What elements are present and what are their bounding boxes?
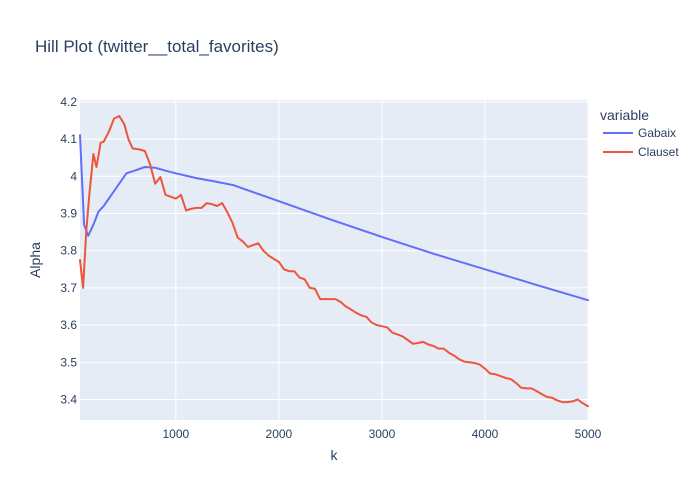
y-tick-label: 4.1 — [60, 132, 77, 146]
legend-label-gabaix: Gabaix — [638, 126, 676, 140]
tick-labels: 3.4 3.5 3.6 3.7 3.8 3.9 4 4.1 4.2 1000 2000 3000 400… — [60, 95, 601, 441]
x-tick-label: 1000 — [162, 427, 189, 441]
y-tick-label: 3.7 — [60, 281, 77, 295]
series-layer — [79, 115, 589, 408]
y-axis-title: Alpha — [27, 242, 43, 278]
y-tick-label: 4 — [70, 169, 77, 183]
y-tick-label: 3.5 — [60, 355, 77, 369]
y-tick-label: 4.2 — [60, 95, 77, 109]
x-tick-label: 5000 — [575, 427, 602, 441]
chart-title: Hill Plot (twitter__total_favorites) — [35, 37, 279, 56]
y-tick-label: 3.9 — [60, 206, 77, 220]
grid-layer — [80, 100, 589, 420]
legend-item-clauset[interactable]: Clauset — [603, 145, 679, 159]
legend-label-clauset: Clauset — [638, 145, 679, 159]
x-tick-label: 2000 — [266, 427, 293, 441]
x-axis-title: k — [331, 447, 339, 463]
plot-area — [80, 100, 588, 420]
y-tick-label: 3.8 — [60, 244, 77, 258]
x-tick-label: 4000 — [472, 427, 499, 441]
x-tick-label: 3000 — [369, 427, 396, 441]
series-line-clauset[interactable] — [79, 115, 589, 408]
legend[interactable]: variable Gabaix Clauset — [600, 107, 679, 159]
series-line-gabaix[interactable] — [79, 134, 589, 302]
legend-title: variable — [600, 107, 649, 123]
legend-item-gabaix[interactable]: Gabaix — [603, 126, 676, 140]
y-tick-label: 3.6 — [60, 318, 77, 332]
y-tick-label: 3.4 — [60, 393, 77, 407]
